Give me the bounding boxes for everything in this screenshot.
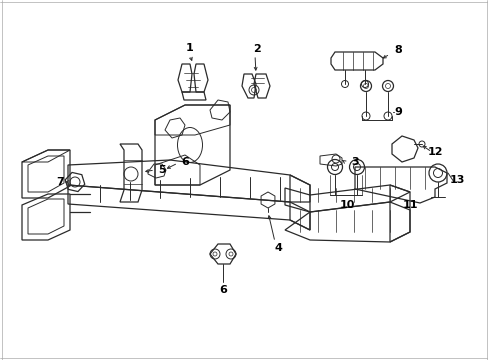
Text: 6: 6	[219, 285, 226, 295]
Text: 9: 9	[393, 107, 401, 117]
Text: 7: 7	[56, 177, 64, 187]
Text: 4: 4	[273, 243, 282, 253]
Text: 10: 10	[339, 200, 354, 210]
Text: 13: 13	[448, 175, 464, 185]
Text: 8: 8	[393, 45, 401, 55]
Text: 12: 12	[427, 147, 442, 157]
Text: 1: 1	[186, 43, 193, 53]
Text: 6: 6	[181, 157, 188, 167]
Text: 2: 2	[253, 44, 260, 54]
Text: 11: 11	[402, 200, 417, 210]
Text: 3: 3	[350, 157, 358, 167]
Text: 5: 5	[158, 165, 165, 175]
